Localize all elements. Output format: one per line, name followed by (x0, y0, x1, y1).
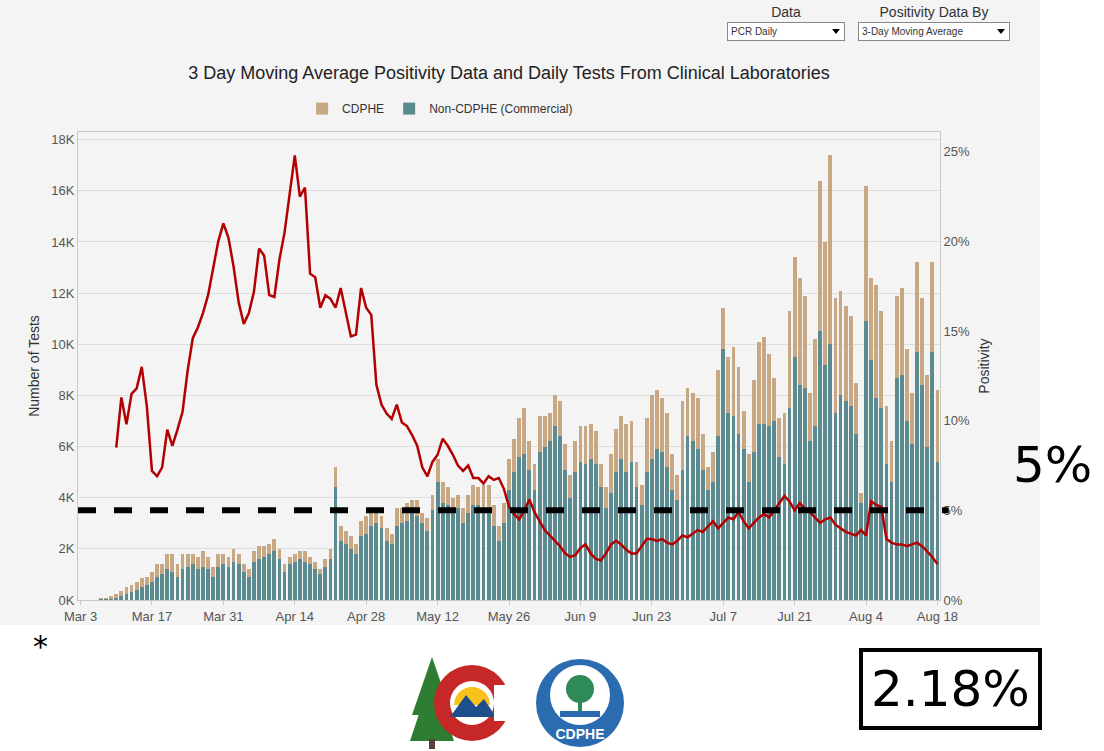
svg-text:6K: 6K (58, 439, 74, 454)
svg-text:10K: 10K (51, 337, 74, 352)
svg-text:CDPHE: CDPHE (342, 102, 384, 116)
svg-text:May 26: May 26 (488, 609, 531, 624)
html-text:Data: Data (771, 4, 801, 20)
svg-text:Positivity: Positivity (976, 338, 992, 393)
svg-text:0%: 0% (944, 593, 963, 608)
svg-text:2.18%: 2.18% (871, 660, 1030, 718)
svg-text:Number of Tests: Number of Tests (26, 315, 42, 417)
svg-text:15%: 15% (944, 324, 970, 339)
svg-text:Jul 21: Jul 21 (777, 609, 812, 624)
svg-text:Mar 31: Mar 31 (203, 609, 243, 624)
svg-text:14K: 14K (51, 235, 74, 250)
svg-text:Jul 7: Jul 7 (709, 609, 736, 624)
svg-text:Jun 23: Jun 23 (632, 609, 671, 624)
html-text:3-Day Moving Average: 3-Day Moving Average (862, 26, 963, 37)
svg-text:*: * (33, 629, 48, 664)
svg-text:Non-CDPHE (Commercial): Non-CDPHE (Commercial) (429, 102, 572, 116)
svg-text:0K: 0K (58, 593, 74, 608)
svg-text:2K: 2K (58, 541, 74, 556)
svg-text:Jun 9: Jun 9 (565, 609, 597, 624)
svg-text:25%: 25% (944, 144, 970, 159)
svg-text:CDPHE: CDPHE (555, 726, 604, 742)
svg-text:4K: 4K (58, 490, 74, 505)
svg-text:12K: 12K (51, 286, 74, 301)
svg-text:5%: 5% (1013, 436, 1092, 494)
svg-text:Apr 28: Apr 28 (347, 609, 385, 624)
svg-text:3 Day Moving Average Positivit: 3 Day Moving Average Positivity Data and… (188, 63, 830, 83)
html-text:PCR Daily: PCR Daily (731, 26, 778, 37)
html-text:Positivity Data By: Positivity Data By (879, 4, 989, 20)
svg-text:Mar 3: Mar 3 (64, 609, 97, 624)
svg-text:20%: 20% (944, 234, 970, 249)
svg-text:Apr 14: Apr 14 (276, 609, 314, 624)
svg-text:5%: 5% (944, 503, 963, 518)
svg-text:18K: 18K (51, 132, 74, 147)
svg-text:Aug 18: Aug 18 (917, 609, 958, 624)
svg-text:Aug 4: Aug 4 (849, 609, 883, 624)
svg-text:May 12: May 12 (416, 609, 459, 624)
svg-text:8K: 8K (58, 388, 74, 403)
svg-text:10%: 10% (944, 413, 970, 428)
svg-text:16K: 16K (51, 183, 74, 198)
svg-text:Mar 17: Mar 17 (132, 609, 172, 624)
